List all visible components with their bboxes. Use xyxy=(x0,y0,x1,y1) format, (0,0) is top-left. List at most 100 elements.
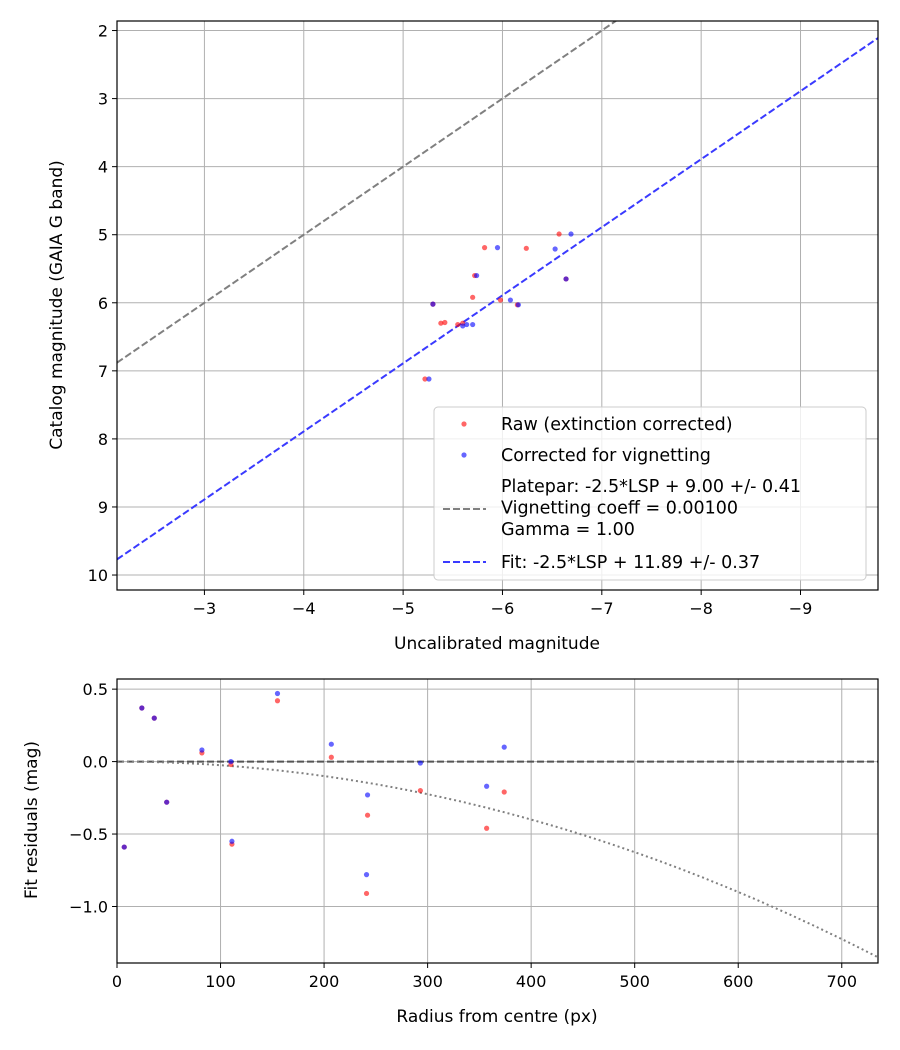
residuals-point-series-0 xyxy=(328,754,334,760)
legend-label-corrected: Corrected for vignetting xyxy=(501,446,711,466)
residuals-x-tick-label: 600 xyxy=(723,972,754,991)
residuals-x-tick-label: 300 xyxy=(412,972,443,991)
residuals-y-tick-label: −1.0 xyxy=(69,897,108,916)
residuals-y-axis-label: Fit residuals (mag) xyxy=(22,741,42,899)
residuals-point-series-0 xyxy=(274,698,281,704)
calibration-x-tick-label: −6 xyxy=(491,599,515,618)
residuals-point-series-1 xyxy=(363,872,370,878)
residuals-point-series-1 xyxy=(328,741,334,747)
residuals-y-tick-label: 0.5 xyxy=(83,680,108,699)
legend-label-raw: Raw (extinction corrected) xyxy=(501,415,733,435)
calibration-fit-line-2 xyxy=(117,21,618,364)
residuals-x-axis-label: Radius from centre (px) xyxy=(396,1007,597,1027)
calibration-y-tick-label: 3 xyxy=(98,90,108,109)
residuals-y-tick-label: 0.0 xyxy=(83,753,108,772)
calibration-y-tick-label: 8 xyxy=(98,430,108,449)
calibration-y-tick-label: 5 xyxy=(98,226,108,245)
calibration-x-tick-label: −5 xyxy=(391,599,415,618)
calibration-point-series-1 xyxy=(563,276,569,282)
legend-label-platepar-line: Vignetting coeff = 0.00100 xyxy=(501,499,738,519)
calibration-x-tick-label: −9 xyxy=(789,599,813,618)
residuals-point-series-0 xyxy=(501,789,507,795)
calibration-point-series-1 xyxy=(470,321,476,328)
residuals-ticks: 0 100 200 300 400 500 600 700 0.5 0.0 −0.5 −1.0 xyxy=(69,680,857,991)
calibration-y-tick-label: 2 xyxy=(98,22,108,41)
residuals-point-series-1 xyxy=(164,799,170,805)
calibration-plot: −3 −4 −5 −6 −7 −8 −9 2 3 4 5 6 7 8 9 10 Uncalibrated ma… xyxy=(47,20,879,654)
residuals-point-series-0 xyxy=(484,825,490,831)
residuals-point-series-0 xyxy=(364,812,371,818)
calibration-point-series-1 xyxy=(568,231,574,237)
residuals-x-tick-label: 200 xyxy=(309,972,340,991)
legend-box xyxy=(433,406,867,581)
calibration-point-series-0 xyxy=(442,319,448,326)
legend-label-platepar: Platepar: -2.5*LSP + 9.00 +/- 0.41 Vignet… xyxy=(501,477,801,540)
calibration-y-axis-label: Catalog magnitude (GAIA G band) xyxy=(47,160,67,450)
residuals-point-series-0 xyxy=(363,890,370,897)
residuals-point-series-1 xyxy=(228,758,234,765)
calibration-point-series-1 xyxy=(426,376,432,382)
calibration-points xyxy=(422,231,574,382)
legend-label-fit: Fit: -2.5*LSP + 11.89 +/- 0.37 xyxy=(501,553,760,573)
calibration-point-series-1 xyxy=(474,272,480,279)
calibration-point-series-1 xyxy=(460,323,466,329)
legend-label-platepar-line: Gamma = 1.00 xyxy=(501,520,635,540)
calibration-y-tick-label: 4 xyxy=(98,158,108,177)
residuals-plot: 0 100 200 300 400 500 600 700 0.5 0.0 −0.5 −1.0 Rad… xyxy=(22,678,879,1027)
residuals-grid xyxy=(116,679,878,963)
calibration-y-tick-label: 7 xyxy=(98,362,108,381)
calibration-ticks: −3 −4 −5 −6 −7 −8 −9 2 3 4 5 6 7 8 9 10 xyxy=(88,22,813,618)
legend-label-platepar-line: Platepar: -2.5*LSP + 9.00 +/- 0.41 xyxy=(501,477,801,497)
residuals-point-series-1 xyxy=(229,838,235,844)
calibration-x-tick-label: −4 xyxy=(292,599,316,618)
residuals-point-series-1 xyxy=(199,747,205,753)
calibration-point-series-1 xyxy=(430,301,436,307)
calibration-point-series-0 xyxy=(422,376,428,382)
residuals-y-tick-label: −0.5 xyxy=(69,825,108,844)
residuals-x-tick-label: 0 xyxy=(112,972,122,991)
residuals-point-series-1 xyxy=(364,792,371,798)
calibration-point-series-0 xyxy=(455,321,461,328)
calibration-x-tick-label: −8 xyxy=(689,599,713,618)
calibration-y-tick-label: 9 xyxy=(98,498,108,517)
residuals-point-series-1 xyxy=(121,844,127,850)
residuals-point-series-0 xyxy=(417,787,423,794)
residuals-x-tick-label: 100 xyxy=(205,972,236,991)
calibration-x-tick-label: −3 xyxy=(193,599,217,618)
residuals-lines xyxy=(117,760,878,959)
residuals-point-series-1 xyxy=(274,690,281,697)
calibration-point-series-0 xyxy=(556,231,562,237)
calibration-point-series-1 xyxy=(515,302,521,308)
calibration-point-series-0 xyxy=(470,294,476,300)
residuals-point-series-1 xyxy=(139,705,145,711)
residuals-axes-frame xyxy=(116,678,879,964)
residuals-point-series-1 xyxy=(151,715,157,721)
residuals-point-series-1 xyxy=(501,744,507,750)
calibration-point-series-1 xyxy=(494,245,501,251)
calibration-point-series-1 xyxy=(464,321,470,328)
calibration-point-series-0 xyxy=(497,297,504,303)
calibration-axes-frame xyxy=(116,20,879,591)
residuals-x-tick-label: 400 xyxy=(516,972,547,991)
calibration-point-series-1 xyxy=(552,246,558,252)
legend-marker-corrected xyxy=(461,452,467,458)
calibration-point-series-0 xyxy=(481,245,488,251)
calibration-x-tick-label: −7 xyxy=(590,599,614,618)
calibration-y-tick-label: 10 xyxy=(88,566,108,585)
residuals-x-tick-label: 500 xyxy=(619,972,650,991)
residuals-point-series-1 xyxy=(417,760,423,766)
legend: Raw (extinction corrected) Corrected for… xyxy=(433,406,867,581)
calibration-y-tick-label: 6 xyxy=(98,294,108,313)
legend-marker-raw xyxy=(461,421,467,427)
calibration-fit-line-3 xyxy=(117,37,878,561)
calibration-point-series-0 xyxy=(438,320,444,326)
calibration-x-axis-label: Uncalibrated magnitude xyxy=(394,634,600,654)
calibration-point-series-1 xyxy=(507,297,514,303)
residuals-point-series-1 xyxy=(484,783,490,789)
calibration-lines xyxy=(117,21,878,561)
calibration-point-series-0 xyxy=(523,245,529,251)
residuals-x-tick-label: 700 xyxy=(826,972,857,991)
residuals-points xyxy=(121,690,507,897)
residuals-vignetting-curve xyxy=(117,760,878,959)
